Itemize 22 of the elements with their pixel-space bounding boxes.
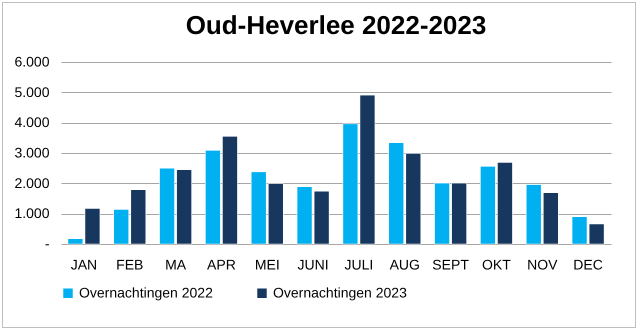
x-tick-label: JUNI: [298, 256, 329, 272]
y-tick-label: 2.000: [14, 174, 50, 191]
x-tick-label: SEPT: [432, 256, 470, 272]
x-tick-label: DEC: [573, 256, 603, 272]
y-tick-label: -: [44, 236, 50, 252]
legend-label: Overnachtingen 2023: [273, 284, 408, 300]
y-tick-label: 6.000: [14, 54, 50, 70]
x-tick-label: APR: [207, 256, 236, 272]
x-tick-label: AUG: [390, 256, 420, 272]
y-tick-label: 5.000: [14, 84, 50, 100]
y-tick-label: 4.000: [14, 114, 50, 130]
x-tick-label: MA: [165, 256, 187, 272]
x-tick-label: FEB: [116, 256, 144, 272]
x-tick-label: MEI: [254, 256, 280, 272]
x-tick-label: NOV: [527, 256, 558, 272]
x-tick-label: JULI: [344, 256, 374, 272]
x-tick-label: JAN: [70, 256, 98, 272]
y-tick-label: 3.000: [14, 144, 50, 160]
y-tick-label: 1.000: [14, 205, 50, 222]
x-tick-label: OKT: [482, 256, 512, 272]
legend-label: Overnachtingen 2022: [79, 284, 214, 300]
chart-title: Oud-Heverlee 2022-2023: [186, 10, 486, 40]
